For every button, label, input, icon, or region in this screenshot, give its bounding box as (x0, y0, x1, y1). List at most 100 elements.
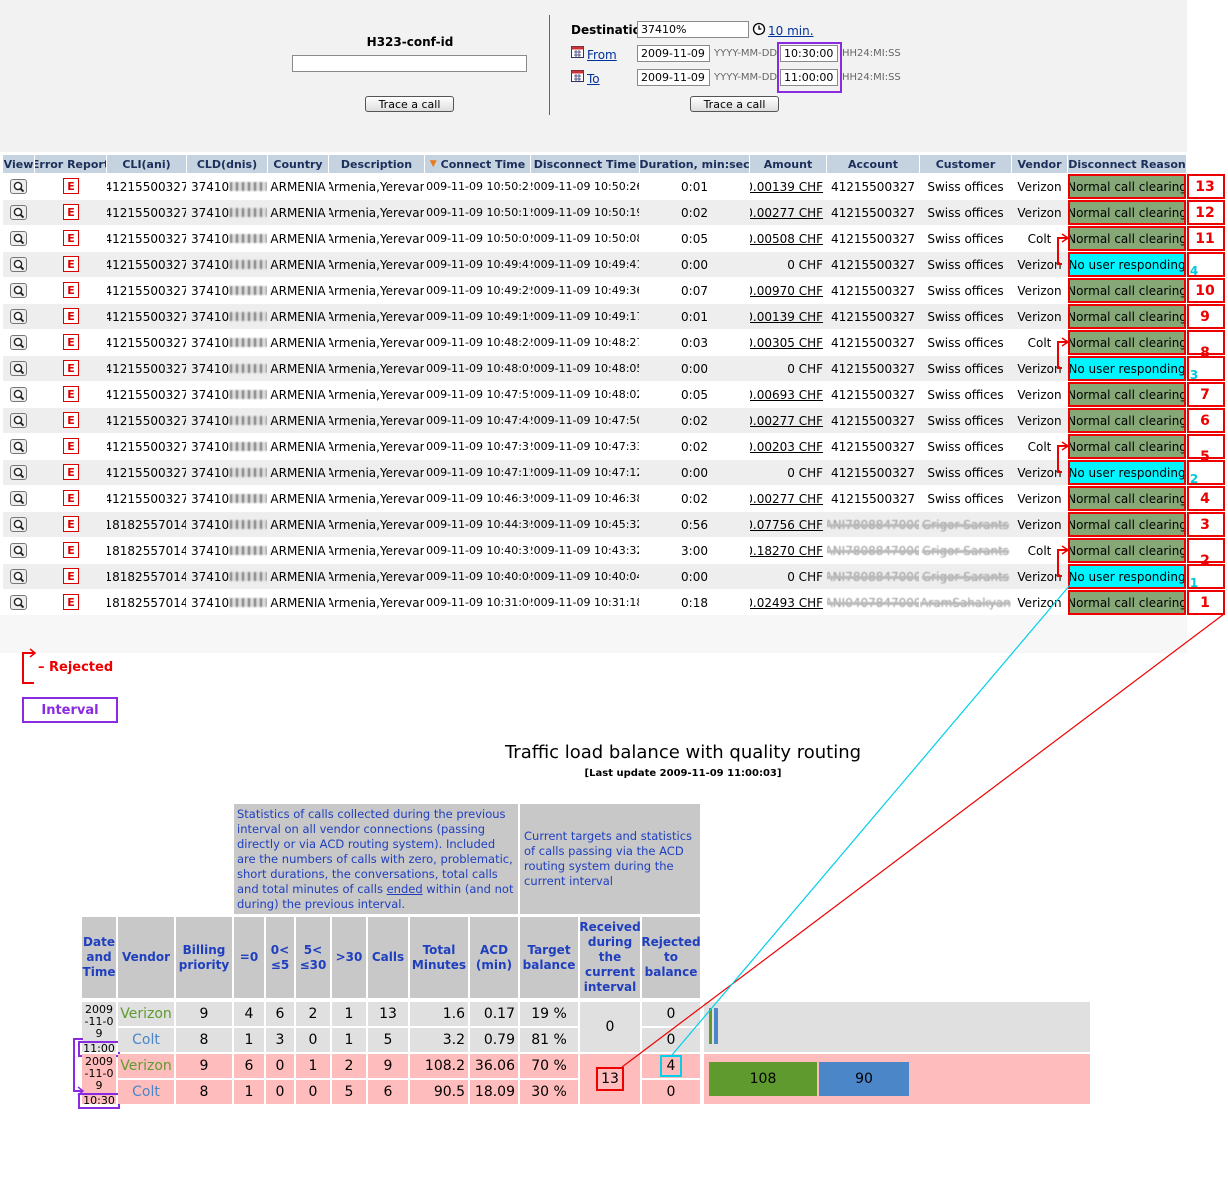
call-order-mark: 4 (1200, 491, 1210, 507)
call-order-mark: 5 (1200, 449, 1210, 465)
trace-button[interactable]: Trace a call (365, 96, 454, 112)
cell-country: ARMENIA (268, 278, 328, 303)
cell-vendor: Verizon (1012, 512, 1067, 537)
zero: 4 (244, 1006, 254, 1022)
connect: 2009-11-09 10:49:41 (425, 258, 530, 271)
error-report-icon[interactable]: E (63, 282, 79, 298)
view-icon[interactable] (10, 465, 27, 480)
cell-duration: 3:00 (640, 538, 749, 563)
amount-link[interactable]: 0.00508 CHF (750, 231, 823, 246)
amount-link[interactable]: 0.00139 CHF (750, 309, 823, 324)
mark-cell (1187, 226, 1225, 251)
view-icon[interactable] (10, 179, 27, 194)
cell-disconnect: 2009-11-09 10:47:50 (531, 408, 639, 433)
error-report-icon[interactable]: E (63, 412, 79, 428)
country: ARMENIA (270, 465, 326, 480)
le30: 0 (308, 1084, 318, 1100)
column-header[interactable]: CLI(ani) (107, 155, 186, 173)
column-header[interactable]: Amount (750, 155, 826, 173)
error-report-icon[interactable]: E (63, 516, 79, 532)
error-report-icon[interactable]: E (63, 438, 79, 454)
view-icon[interactable] (10, 205, 27, 220)
from-link[interactable]: From (587, 48, 617, 62)
view-icon[interactable] (10, 517, 27, 532)
view-icon[interactable] (10, 491, 27, 506)
view-icon[interactable] (10, 387, 27, 402)
column-header[interactable]: Vendor (1012, 155, 1067, 173)
error-report-icon[interactable]: E (63, 334, 79, 350)
view-icon[interactable] (10, 439, 27, 454)
amount-link[interactable]: 0.00970 CHF (750, 283, 823, 298)
to-link[interactable]: To (587, 72, 600, 86)
error-report-icon[interactable]: E (63, 230, 79, 246)
view-icon[interactable] (10, 413, 27, 428)
amount-link[interactable]: 0.02493 CHF (750, 595, 823, 610)
column-header[interactable]: Description (329, 155, 424, 173)
amount-link[interactable]: 0.00693 CHF (750, 387, 823, 402)
conf-input[interactable] (292, 55, 527, 72)
call-order-mark: 3 (1200, 517, 1210, 533)
cli: 18182557014 (107, 517, 186, 532)
view-icon[interactable] (10, 231, 27, 246)
column-header[interactable]: Disconnect Time (531, 155, 639, 173)
destination-input[interactable]: 37410% (637, 21, 749, 38)
view-icon[interactable] (10, 283, 27, 298)
connect: 2009-11-09 10:46:36 (425, 492, 530, 505)
column-header[interactable]: CLD(dnis) (187, 155, 267, 173)
interval-link[interactable]: 10 min. (768, 24, 814, 38)
error-report-icon[interactable]: E (63, 542, 79, 558)
from-time-input[interactable]: 10:30:00 (780, 45, 838, 62)
view-icon[interactable] (10, 543, 27, 558)
cell-country: ARMENIA (268, 408, 328, 433)
amount-link[interactable]: 0.18270 CHF (750, 543, 823, 558)
error-report-icon[interactable]: E (63, 386, 79, 402)
amount-link[interactable]: 0.00277 CHF (750, 413, 823, 428)
description: Armenia,Yerevan (329, 439, 424, 454)
cell-cli: 41215500327 (107, 226, 186, 251)
disconnect: 2009-11-09 10:50:08 (531, 232, 639, 245)
error-report-icon[interactable]: E (63, 594, 79, 610)
customer: Swiss offices (927, 309, 1004, 324)
from-date-input[interactable]: 2009-11-09 (637, 45, 710, 62)
view-icon[interactable] (10, 595, 27, 610)
column-header[interactable]: Error Report (35, 155, 106, 173)
column-header[interactable]: View (3, 155, 34, 173)
view-icon[interactable] (10, 569, 27, 584)
call-order-mark: 12 (1195, 205, 1215, 221)
amount-link[interactable]: 0.07756 CHF (750, 517, 823, 532)
view-icon[interactable] (10, 257, 27, 272)
to-time-input[interactable]: 11:00:00 (780, 69, 838, 86)
masked-digits (230, 468, 267, 477)
error-report-icon[interactable]: E (63, 308, 79, 324)
cli: 18182557014 (107, 595, 186, 610)
column-header[interactable]: Customer (920, 155, 1011, 173)
masked-digits (230, 572, 267, 581)
error-report-icon[interactable]: E (63, 360, 79, 376)
column-header[interactable]: Country (268, 155, 328, 173)
view-icon[interactable] (10, 309, 27, 324)
error-report-icon[interactable]: E (63, 178, 79, 194)
amount-link[interactable]: 0.00203 CHF (750, 439, 823, 454)
to-date-input[interactable]: 2009-11-09 (637, 69, 710, 86)
cld: 37410 (191, 595, 230, 610)
amount-link[interactable]: 0.00139 CHF (750, 179, 823, 194)
view-icon[interactable] (10, 361, 27, 376)
amount-link[interactable]: 0.00277 CHF (750, 205, 823, 220)
column-header[interactable]: Account (827, 155, 919, 173)
error-report-icon[interactable]: E (63, 568, 79, 584)
reason: Normal call clearing (1068, 387, 1186, 402)
amount-link[interactable]: 0.00277 CHF (750, 491, 823, 506)
description-text: within (and not during) the previous int… (237, 882, 514, 911)
calls: 9 (383, 1058, 393, 1074)
cell-disconnect: 2009-11-09 10:46:38 (531, 486, 639, 511)
error-report-icon[interactable]: E (63, 490, 79, 506)
trace-button[interactable]: Trace a call (690, 96, 779, 112)
column-header[interactable]: Disconnect Reason (1068, 155, 1186, 173)
column-header[interactable]: Duration, min:sec (640, 155, 749, 173)
view-icon[interactable] (10, 335, 27, 350)
error-report-icon[interactable]: E (63, 204, 79, 220)
column-header[interactable]: ▼ Connect Time (425, 155, 530, 173)
amount-link[interactable]: 0.00305 CHF (750, 335, 823, 350)
error-report-icon[interactable]: E (63, 256, 79, 272)
error-report-icon[interactable]: E (63, 464, 79, 480)
